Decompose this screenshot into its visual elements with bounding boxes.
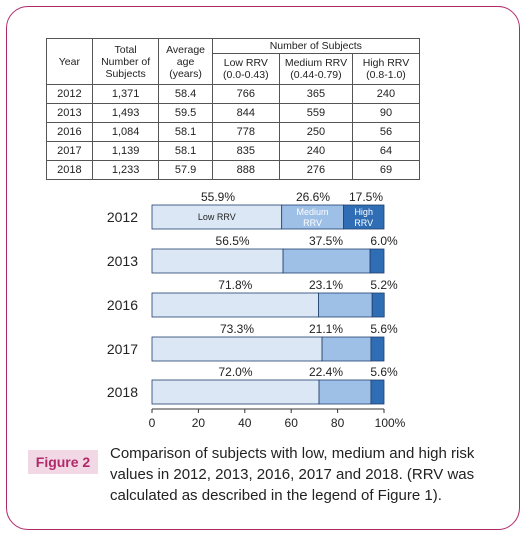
value-label: 5.6% xyxy=(370,322,398,336)
value-label: 56.5% xyxy=(216,234,250,248)
in-bar-label-high: RRV xyxy=(354,218,373,228)
figure-label: Figure 2 xyxy=(28,450,98,474)
bar-segment xyxy=(370,336,385,362)
value-label: 72.0% xyxy=(219,365,253,379)
bar-segment xyxy=(318,379,372,405)
header-low: Low RRV (0.0-0.43) xyxy=(211,53,281,85)
x-tick-label: 100% xyxy=(375,416,406,430)
bar-segment xyxy=(342,204,385,230)
table-cell: 888 xyxy=(211,160,281,180)
bar-segment xyxy=(281,204,344,230)
table-cell: 844 xyxy=(211,103,281,123)
value-label: 26.6% xyxy=(296,190,330,204)
bar-segment xyxy=(282,248,371,274)
table-cell: 1,371 xyxy=(91,84,160,104)
year-label: 2013 xyxy=(107,253,138,269)
table-cell: 2013 xyxy=(46,103,93,123)
subjects-table: Year Total Number of Subjects Average ag… xyxy=(46,38,421,180)
x-tick-label: 20 xyxy=(192,416,206,430)
value-label: 37.5% xyxy=(309,234,343,248)
bar-segment xyxy=(151,248,284,274)
table-cell: 58.1 xyxy=(158,141,213,161)
figure-caption: Comparison of subjects with low, medium … xyxy=(110,445,475,504)
value-label: 6.0% xyxy=(370,234,398,248)
table-cell: 1,233 xyxy=(91,160,160,180)
value-label: 22.4% xyxy=(309,365,343,379)
bar-segment xyxy=(151,379,320,405)
header-group: Number of Subjects xyxy=(211,38,421,54)
x-tick-label: 80 xyxy=(331,416,345,430)
table-cell: 57.9 xyxy=(158,160,213,180)
header-high: High RRV (0.8-1.0) xyxy=(351,53,421,85)
bar-segment xyxy=(371,292,385,318)
table-cell: 365 xyxy=(279,84,353,104)
value-label: 71.8% xyxy=(218,278,252,292)
in-bar-label-high: High xyxy=(354,207,373,217)
bar-segment xyxy=(318,292,373,318)
value-label: 5.6% xyxy=(370,365,398,379)
bar-segment xyxy=(321,336,372,362)
bar-segment xyxy=(151,292,319,318)
year-label: 2016 xyxy=(107,297,138,313)
year-label: 2017 xyxy=(107,341,138,357)
value-label: 5.2% xyxy=(370,278,398,292)
header-medium: Medium RRV (0.44-0.79) xyxy=(279,53,353,85)
table-cell: 69 xyxy=(351,160,421,180)
value-label: 73.3% xyxy=(220,322,254,336)
bar-segment xyxy=(370,379,385,405)
table-row: 2017 1,139 58.1 835 240 64 xyxy=(46,141,421,161)
table-cell: 276 xyxy=(279,160,353,180)
table-row: 2018 1,233 57.9 888 276 69 xyxy=(46,160,421,180)
table-cell: 835 xyxy=(211,141,281,161)
x-tick-label: 0 xyxy=(149,416,156,430)
table-cell: 2017 xyxy=(46,141,93,161)
value-label: 21.1% xyxy=(309,322,343,336)
value-label: 55.9% xyxy=(201,190,235,204)
table-row: 2016 1,084 58.1 778 250 56 xyxy=(46,122,421,142)
in-bar-label-medium: Medium xyxy=(297,207,329,217)
x-tick-label: 40 xyxy=(238,416,252,430)
year-label: 2018 xyxy=(107,384,138,400)
in-bar-label-low: Low RRV xyxy=(198,212,236,222)
table-cell: 1,084 xyxy=(91,122,160,142)
x-tick-label: 60 xyxy=(285,416,299,430)
year-label: 2012 xyxy=(107,209,138,225)
table-row: 2012 1,371 58.4 766 365 240 xyxy=(46,84,421,104)
table-cell: 240 xyxy=(351,84,421,104)
bar-segment xyxy=(369,248,385,274)
bar-segment xyxy=(151,336,323,362)
table-cell: 1,493 xyxy=(91,103,160,123)
value-label: 23.1% xyxy=(309,278,343,292)
value-label: 17.5% xyxy=(349,190,383,204)
bar-segment xyxy=(151,204,283,230)
in-bar-label-medium: RRV xyxy=(303,218,322,228)
table-cell: 2012 xyxy=(46,84,93,104)
table-cell: 250 xyxy=(279,122,353,142)
header-age: Average age (years) xyxy=(158,38,213,85)
table-cell: 64 xyxy=(351,141,421,161)
